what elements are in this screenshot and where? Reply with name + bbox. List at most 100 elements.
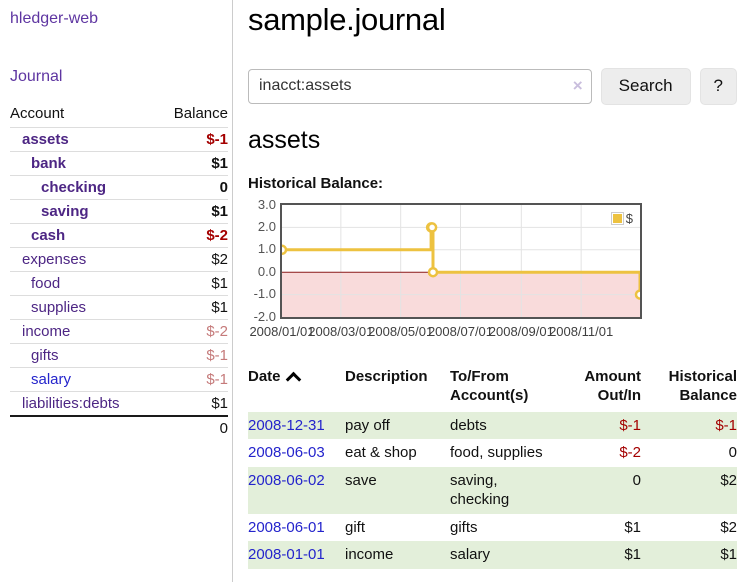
search-button[interactable]: Search [600,67,691,105]
chart-svg [282,204,640,317]
sidebar-account-gifts[interactable]: gifts [31,347,59,364]
sidebar-account-saving[interactable]: saving [41,203,89,220]
accounts-total-row: 0 [10,416,228,440]
sidebar-account-assets[interactable]: assets [22,131,69,148]
data-point-marker [634,288,640,300]
accounts-total-balance: 0 [219,420,228,437]
x-axis-tick-label: 2008/01/01 [249,323,315,339]
transaction-date-link[interactable]: 2008-01-01 [248,546,325,564]
sidebar-account-cash[interactable]: cash [31,227,66,244]
transaction-description: gift [345,518,366,536]
sidebar-account-row: checking 0 [10,175,228,200]
search-form: × Search ? [248,67,737,105]
sort-ascending-icon [285,371,301,387]
transaction-amount: $-2 [619,444,641,462]
transaction-balance: $2 [720,518,737,536]
transaction-accounts: food, supplies [450,444,543,462]
transaction-description: save [345,471,377,489]
account-balance: $2 [211,251,228,268]
transaction-date-link[interactable]: 2008-12-31 [248,416,325,434]
transaction-description: income [345,546,394,564]
x-axis-tick-label: 2008/09/01 [488,323,554,339]
transaction-balance: $-1 [715,416,737,434]
sidebar: hledger-web Journal Account Balance asse… [0,0,233,582]
register-header-amount: Amount Out/In [584,367,641,405]
transaction-balance: $1 [720,546,737,564]
transaction-description: pay off [345,416,390,434]
sidebar-account-checking[interactable]: checking [41,179,107,196]
sidebar-account-row: bank $1 [10,151,228,176]
register-header-date[interactable]: Date [248,365,345,412]
accounts-table: Account Balance assets $-1 bank $1 checking 0… [10,102,228,440]
accounts-total-spacer [10,416,156,440]
transaction-balance: $2 [720,471,737,489]
x-axis-tick-label: 2008/03/01 [308,323,374,339]
page-title: sample.journal [248,2,446,37]
sidebar-account-bank[interactable]: bank [31,155,67,172]
transaction-balance: 0 [728,444,737,462]
account-balance: $1 [211,299,228,316]
sidebar-account-income[interactable]: income [22,323,71,340]
chart-title: Historical Balance: [248,174,384,192]
sidebar-account-row: gifts $-1 [10,343,228,368]
account-balance: 0 [219,179,228,196]
sidebar-account-liabilities-debts[interactable]: liabilities:debts [22,395,120,412]
chart-legend: $ [608,209,635,227]
search-input[interactable] [248,68,592,104]
transaction-date-link[interactable]: 2008-06-03 [248,444,325,462]
help-button[interactable]: ? [699,67,737,105]
transaction-accounts: debts [450,416,487,434]
register-header-description: Description [345,367,428,385]
transaction-date-link[interactable]: 2008-06-01 [248,518,325,536]
main-content: sample.journal × Search ? assets Histori… [234,0,742,569]
transaction-date-link[interactable]: 2008-06-02 [248,471,325,489]
brand-link[interactable]: hledger-web [10,10,99,27]
sidebar-account-supplies[interactable]: supplies [31,299,87,316]
register-row: 2008-01-01 income salary $1 $1 [248,541,737,569]
sidebar-item-journal[interactable]: Journal [10,68,63,85]
historical-balance-chart: $ 3.0 2.0 1.0 0.0 -1.0 -2.0 2008/01/01 2008/03/… [248,197,728,341]
register-header-row: Date Description To/From Account(s) Amou… [248,365,737,412]
sidebar-account-row: supplies $1 [10,295,228,320]
chart-plot-area[interactable]: $ [280,202,642,319]
accounts-header-account: Account [10,105,65,122]
register-row: 2008-06-01 gift gifts $1 $2 [248,514,737,542]
sidebar-account-expenses[interactable]: expenses [22,251,87,268]
sidebar-account-row: liabilities:debts $1 [10,391,228,417]
account-balance: $-2 [206,323,228,340]
register-row: 2008-06-03 eat & shop food, supplies $-2 0 [248,439,737,467]
data-point-marker [282,244,288,255]
transaction-description: eat & shop [345,444,417,462]
sidebar-account-salary[interactable]: salary [31,371,72,388]
register-row: 2008-12-31 pay off debts $-1 $-1 [248,411,737,440]
account-balance: $-2 [206,227,228,244]
accounts-header-row: Account Balance [10,102,228,128]
sidebar-account-row: income $-2 [10,319,228,344]
transaction-amount: $1 [624,518,641,536]
account-balance: $1 [211,203,228,220]
sidebar-account-row: saving $1 [10,199,228,224]
sidebar-account-row: salary $-1 [10,367,228,392]
x-axis-tick-label: 2008/05/01 [368,323,434,339]
sidebar-account-food[interactable]: food [31,275,61,292]
legend-label: $ [625,210,633,226]
register-header-accounts: To/From Account(s) [450,367,529,405]
account-balance: $1 [211,395,228,412]
x-axis-tick-label: 2008/11/01 [549,323,614,339]
transaction-accounts: gifts [450,518,478,536]
register-row: 2008-06-02 save saving, checking 0 $2 [248,466,737,514]
transaction-amount: 0 [632,471,641,489]
register-table: Date Description To/From Account(s) Amou… [248,365,737,569]
register-header-balance: Historical Balance [668,367,737,405]
transaction-accounts: saving, checking [450,471,510,509]
search-box: × [248,68,592,104]
y-axis-tick-label: 0.0 [257,263,276,279]
sidebar-account-row: food $1 [10,271,228,296]
clear-search-icon[interactable]: × [572,75,583,95]
account-balance: $1 [211,155,228,172]
account-heading: assets [248,125,321,154]
sidebar-account-row: expenses $2 [10,247,228,272]
transaction-amount: $1 [624,546,641,564]
sidebar-account-row: cash $-2 [10,223,228,248]
